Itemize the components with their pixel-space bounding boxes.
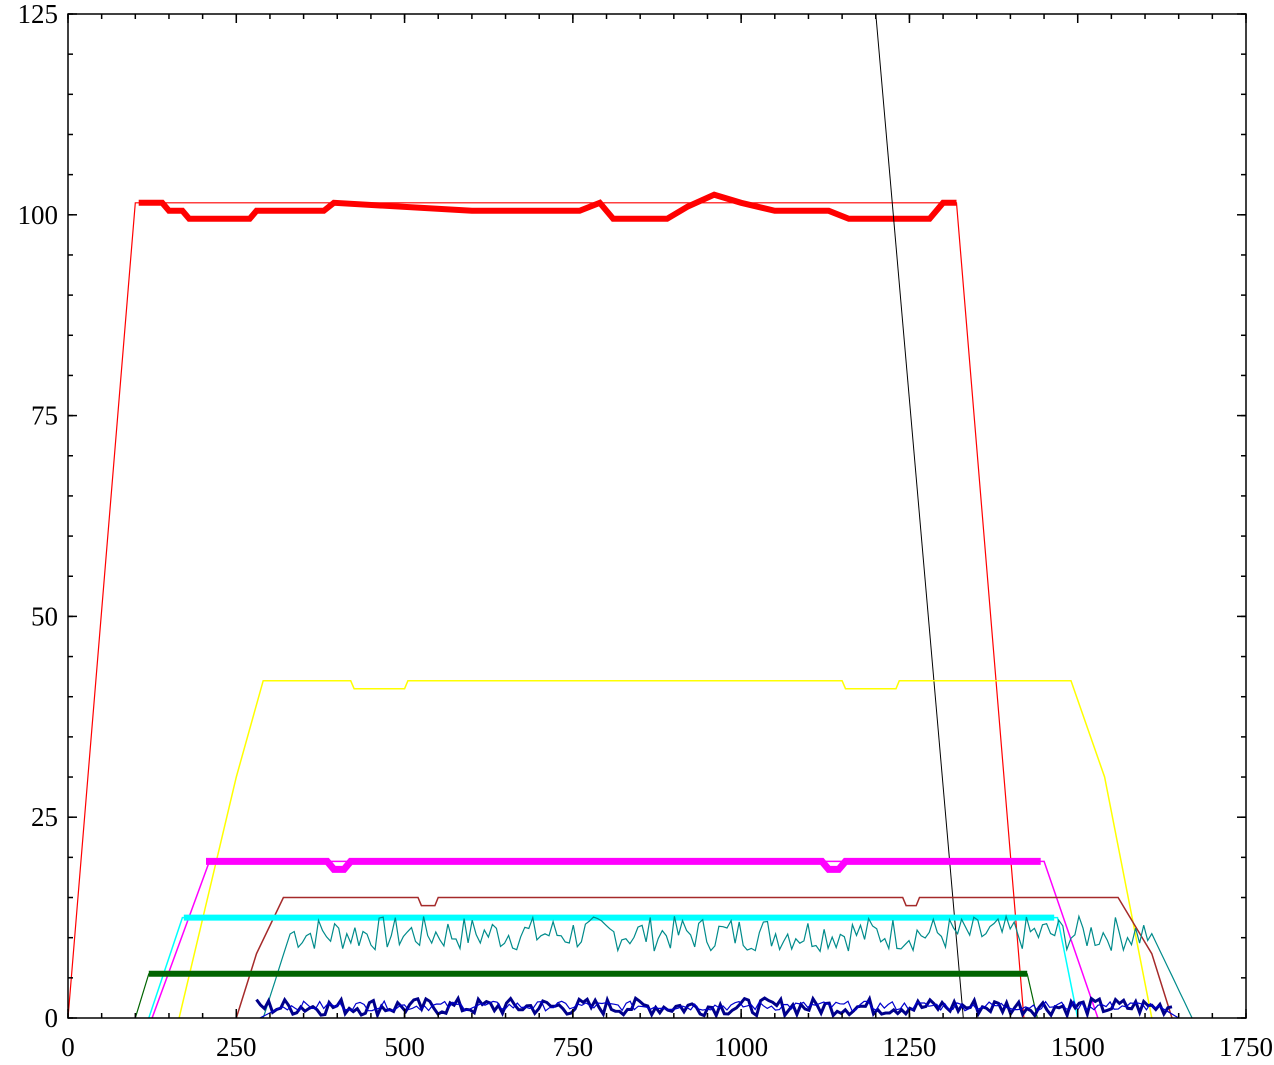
series-line-1 xyxy=(138,191,957,222)
series-line-3 xyxy=(178,679,1153,1018)
y-tick-label: 75 xyxy=(31,401,58,431)
x-tick-label: 1750 xyxy=(1219,1032,1273,1062)
axis-tick-labels: 0 250 500 750 1000 1250 1500 1750 0 25 50 75 100 125 xyxy=(18,0,1274,1062)
series-line-11 xyxy=(134,973,1038,1018)
series-line-12 xyxy=(255,994,1173,1018)
x-tick-label: 750 xyxy=(553,1032,594,1062)
x-tick-label: 1000 xyxy=(714,1032,768,1062)
y-tick-label: 50 xyxy=(31,601,58,631)
series-line-6 xyxy=(235,896,1173,1018)
x-tick-label: 1500 xyxy=(1051,1032,1105,1062)
series-line-2 xyxy=(875,14,964,1018)
series-line-13 xyxy=(259,999,1180,1018)
x-tick-label: 500 xyxy=(384,1032,425,1062)
x-tick-label: 0 xyxy=(61,1032,75,1062)
y-tick-label: 0 xyxy=(45,1003,59,1033)
series-line-9 xyxy=(262,914,1193,1018)
series-line-0 xyxy=(68,202,1025,1018)
series-line-5 xyxy=(206,857,1041,873)
x-tick-label: 250 xyxy=(216,1032,257,1062)
series-layer xyxy=(68,14,1193,1018)
axis-ticks xyxy=(67,13,1247,1019)
x-tick-label: 1250 xyxy=(882,1032,936,1062)
y-tick-label: 100 xyxy=(18,200,59,230)
y-tick-label: 25 xyxy=(31,802,58,832)
plot-frame xyxy=(67,13,1247,1019)
y-tick-label: 125 xyxy=(18,0,59,29)
